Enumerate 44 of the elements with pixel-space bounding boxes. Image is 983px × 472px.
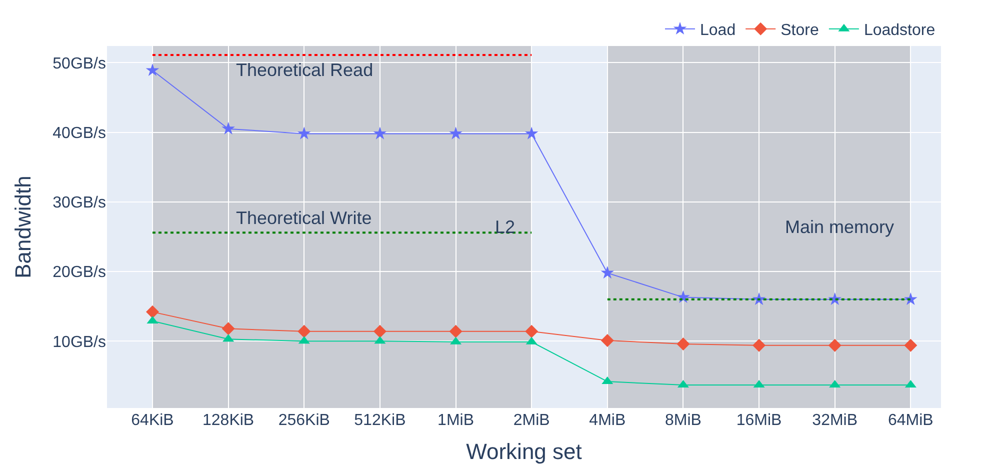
x-tick-label: 256KiB	[278, 412, 330, 429]
y-tick-label: 10GB/s	[52, 334, 106, 351]
x-axis-title: Working set	[466, 438, 582, 464]
point	[449, 126, 462, 140]
point	[904, 338, 918, 352]
band-label: Main memory	[785, 217, 894, 237]
point	[828, 338, 842, 352]
point	[600, 334, 614, 347]
point	[146, 63, 160, 76]
annotation: Theoretical Read	[236, 60, 374, 80]
x-tick-label: 8MiB	[664, 412, 702, 429]
y-tick-label: 40GB/s	[52, 124, 106, 142]
point	[146, 305, 159, 318]
point	[297, 126, 311, 140]
y-tick-label: 30GB/s	[52, 194, 106, 212]
point	[373, 324, 386, 338]
y-axis-title: Bandwidth	[10, 176, 36, 278]
point	[298, 324, 311, 338]
band-label: L2	[495, 217, 516, 237]
point	[524, 126, 538, 140]
x-tick-label: 4MiB	[589, 412, 626, 429]
x-tick-label: 64MiB	[888, 412, 934, 429]
point	[600, 266, 614, 279]
legend-label: Load	[700, 22, 736, 40]
x-tick-label: 512KiB	[354, 412, 406, 429]
point	[222, 122, 235, 134]
point	[676, 337, 690, 350]
point	[449, 324, 462, 338]
y-tick-label: 50GB/s	[52, 55, 106, 72]
annotation: Theoretical Write	[236, 208, 372, 228]
point	[373, 126, 387, 140]
point	[904, 292, 918, 306]
x-tick-label: 64KiB	[131, 412, 174, 429]
x-tick-label: 32MiB	[812, 412, 858, 429]
legend-label: Loadstore	[864, 22, 936, 40]
x-tick-label: 2MiB	[513, 412, 550, 429]
x-tick-label: 128KiB	[202, 412, 254, 429]
point	[222, 322, 235, 336]
x-tick-label: 16MiB	[736, 412, 782, 429]
point	[525, 324, 538, 338]
point	[752, 338, 766, 352]
x-tick-label: 1MiB	[438, 412, 474, 429]
legend-label: Store	[780, 22, 819, 40]
y-tick-label: 20GB/s	[52, 264, 106, 282]
